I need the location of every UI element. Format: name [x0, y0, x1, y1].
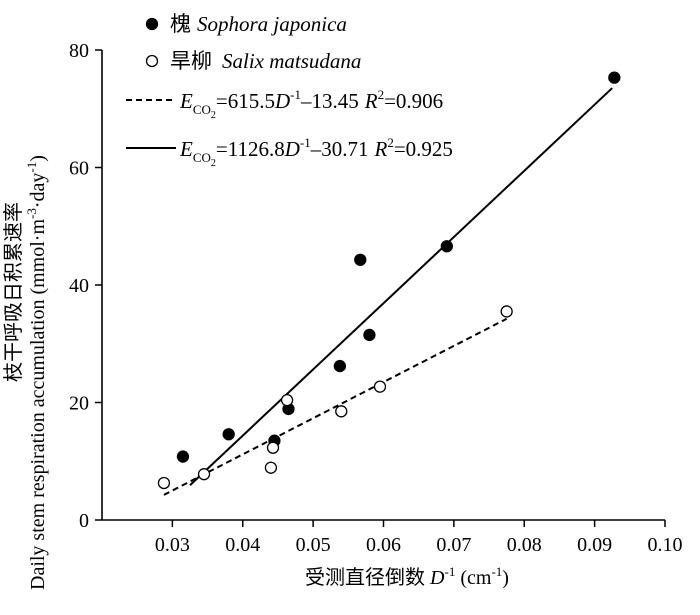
y-axis-title-chinese: 枝干呼吸日积累速率	[2, 202, 25, 382]
y-tick-label: 80	[69, 40, 89, 62]
y-tick-label: 40	[69, 275, 89, 297]
data-point-salix	[197, 468, 211, 481]
x-tick-label: 0.03	[155, 534, 190, 556]
x-tick-label: 0.09	[577, 534, 612, 556]
legend-label-sophora: 槐 Sophora japonica	[170, 12, 347, 36]
data-point-sophora	[363, 328, 376, 342]
x-tick-label: 0.04	[225, 534, 260, 556]
y-ticks: 0 20 40 60 80	[69, 40, 102, 532]
data-point-sophora	[333, 359, 347, 373]
data-point-sophora	[354, 253, 367, 266]
equation-sophora: ECO2=1126.8D-1–30.71 R2=0.925	[179, 135, 453, 169]
x-tick-label: 0.08	[507, 534, 542, 556]
data-point-salix	[373, 380, 387, 393]
data-point-sophora	[222, 428, 235, 441]
x-tick-label: 0.06	[366, 534, 401, 556]
data-point-salix	[157, 476, 171, 490]
legend-marker-salix	[145, 54, 159, 68]
data-point-salix	[500, 305, 513, 318]
fit-line-salix	[163, 317, 508, 496]
data-point-sophora	[176, 450, 190, 463]
equation-salix: ECO2=615.5D-1–13.45 R2=0.906	[179, 87, 443, 121]
data-points	[157, 71, 621, 490]
data-point-sophora	[440, 240, 453, 253]
y-tick-label: 0	[79, 510, 89, 532]
data-point-salix	[280, 393, 294, 407]
x-axis-title: 受测直径倒数 D-1 (cm-1)	[305, 564, 509, 589]
data-point-salix	[264, 461, 278, 474]
y-axis-title-english: Daily stem respiration accumulation (mmo…	[24, 155, 49, 590]
x-tick-label: 0.10	[648, 534, 683, 556]
legend: 槐 Sophora japonica 旱柳 Salix matsudana ECO2…	[126, 12, 453, 169]
y-tick-label: 20	[69, 393, 89, 415]
fit-line-sophora	[189, 87, 613, 487]
x-ticks: 0.03 0.04 0.05 0.06 0.07 0.08 0.09 0.10	[155, 520, 683, 556]
fit-lines	[163, 87, 613, 496]
x-tick-label: 0.05	[296, 534, 331, 556]
data-point-salix	[335, 405, 348, 418]
x-tick-label: 0.07	[436, 534, 471, 556]
data-point-salix	[266, 441, 280, 454]
legend-marker-sophora	[145, 17, 159, 31]
y-tick-label: 60	[69, 158, 89, 180]
legend-label-salix: 旱柳 Salix matsudana	[170, 49, 361, 73]
data-point-sophora	[608, 71, 621, 84]
